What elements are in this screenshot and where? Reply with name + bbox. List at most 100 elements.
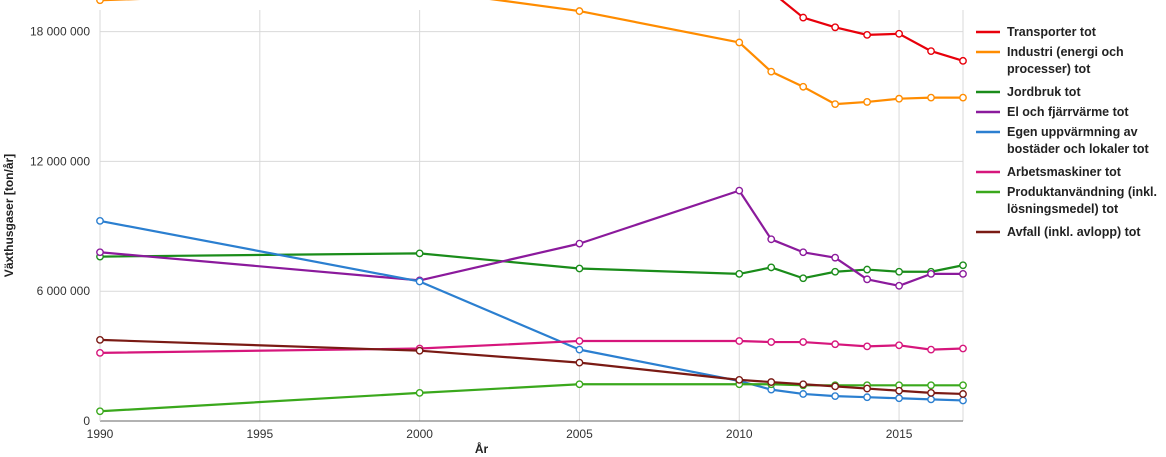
- data-point[interactable]: [767, 235, 776, 244]
- data-point[interactable]: [959, 270, 967, 278]
- data-point[interactable]: [96, 407, 104, 416]
- data-point[interactable]: [863, 393, 872, 402]
- data-point[interactable]: [863, 98, 872, 106]
- data-point[interactable]: [831, 392, 840, 401]
- x-tick-label: 2010: [726, 427, 753, 441]
- data-point[interactable]: [767, 338, 776, 346]
- legend-label: Avfall (inkl. avlopp) tot: [1007, 225, 1141, 239]
- data-point[interactable]: [799, 274, 808, 283]
- data-point[interactable]: [959, 93, 967, 102]
- series-2: [96, 249, 967, 283]
- data-point[interactable]: [415, 277, 424, 286]
- data-point[interactable]: [767, 378, 776, 386]
- data-point[interactable]: [415, 346, 424, 355]
- data-point[interactable]: [831, 267, 840, 276]
- data-point[interactable]: [767, 67, 776, 76]
- data-point[interactable]: [735, 186, 744, 195]
- legend-item[interactable]: El och fjärrvärme tot: [976, 105, 1129, 119]
- data-point[interactable]: [575, 345, 584, 354]
- data-point[interactable]: [735, 375, 744, 384]
- data-point[interactable]: [799, 380, 808, 389]
- data-point[interactable]: [895, 29, 903, 38]
- data-point[interactable]: [927, 47, 935, 55]
- data-point[interactable]: [735, 270, 744, 278]
- data-point[interactable]: [831, 23, 840, 32]
- legend-item[interactable]: Arbetsmaskiner tot: [976, 165, 1122, 179]
- data-point[interactable]: [575, 264, 584, 273]
- data-point[interactable]: [927, 395, 935, 404]
- data-point[interactable]: [927, 381, 935, 390]
- series-line: [99, 0, 963, 106]
- data-point[interactable]: [575, 7, 584, 15]
- data-point[interactable]: [895, 267, 903, 276]
- data-point[interactable]: [735, 38, 744, 47]
- x-tick-label: 1995: [246, 427, 273, 441]
- y-tick-label: 6 000 000: [37, 284, 91, 298]
- legend-item[interactable]: Produktanvändning (inkl. lösningsmedel) t…: [976, 185, 1157, 216]
- data-point[interactable]: [799, 13, 808, 22]
- data-point[interactable]: [96, 348, 104, 357]
- x-tick-label: 2000: [406, 427, 433, 441]
- data-point[interactable]: [959, 396, 967, 405]
- axes: 1990 1995 2000 2005 2010 2015 0 6 000 000 12 000…: [30, 10, 963, 441]
- data-point[interactable]: [735, 337, 744, 345]
- data-point[interactable]: [959, 261, 967, 270]
- data-point[interactable]: [863, 265, 872, 274]
- y-tick-label: 18 000 000: [30, 25, 90, 39]
- legend-item[interactable]: Industri (energi och processer) tot: [976, 45, 1124, 76]
- y-tick-label: 12 000 000: [30, 154, 90, 168]
- legend-label: processer) tot: [1007, 62, 1091, 76]
- data-point[interactable]: [831, 382, 840, 391]
- data-point[interactable]: [831, 340, 840, 349]
- data-point[interactable]: [96, 335, 104, 344]
- legend-label: bostäder och lokaler tot: [1007, 142, 1150, 156]
- legend-item[interactable]: Egen uppvärmning av bostäder och lokaler …: [976, 125, 1150, 156]
- data-point[interactable]: [799, 82, 808, 91]
- data-point[interactable]: [895, 394, 903, 403]
- data-point[interactable]: [895, 341, 903, 350]
- grid: [99, 10, 964, 422]
- data-point[interactable]: [799, 338, 808, 346]
- data-point[interactable]: [831, 100, 840, 108]
- data-point[interactable]: [959, 381, 967, 390]
- data-point[interactable]: [927, 345, 935, 354]
- data-point[interactable]: [799, 248, 808, 257]
- series-4: [96, 217, 967, 405]
- data-point[interactable]: [959, 344, 967, 353]
- data-point[interactable]: [96, 0, 104, 5]
- legend-label: Transporter tot: [1007, 25, 1097, 39]
- data-point[interactable]: [575, 380, 584, 389]
- data-point[interactable]: [799, 390, 808, 398]
- data-point[interactable]: [863, 384, 872, 393]
- data-point[interactable]: [959, 390, 967, 398]
- data-point[interactable]: [863, 275, 872, 284]
- x-tick-label: 2005: [566, 427, 593, 441]
- data-point[interactable]: [895, 94, 903, 103]
- legend-label: lösningsmedel) tot: [1007, 202, 1119, 216]
- data-point[interactable]: [575, 337, 584, 345]
- data-point[interactable]: [96, 217, 104, 225]
- data-point[interactable]: [927, 93, 935, 102]
- data-point[interactable]: [415, 249, 424, 258]
- legend-item[interactable]: Jordbruk tot: [976, 85, 1081, 99]
- data-point[interactable]: [575, 239, 584, 248]
- data-point[interactable]: [895, 281, 903, 290]
- series-7: [96, 335, 967, 398]
- data-point[interactable]: [863, 30, 872, 39]
- data-point[interactable]: [863, 342, 872, 351]
- data-point[interactable]: [575, 358, 584, 367]
- legend-item[interactable]: Transporter tot: [976, 25, 1097, 39]
- legend-item[interactable]: Avfall (inkl. avlopp) tot: [976, 225, 1141, 239]
- data-point[interactable]: [927, 270, 935, 278]
- series-0: [779, 0, 967, 65]
- series: [96, 0, 967, 416]
- data-point[interactable]: [959, 56, 967, 65]
- data-point[interactable]: [415, 388, 424, 397]
- data-point[interactable]: [895, 386, 903, 395]
- data-point[interactable]: [831, 253, 840, 262]
- data-point[interactable]: [767, 263, 776, 272]
- data-point[interactable]: [927, 388, 935, 397]
- data-point[interactable]: [96, 248, 104, 257]
